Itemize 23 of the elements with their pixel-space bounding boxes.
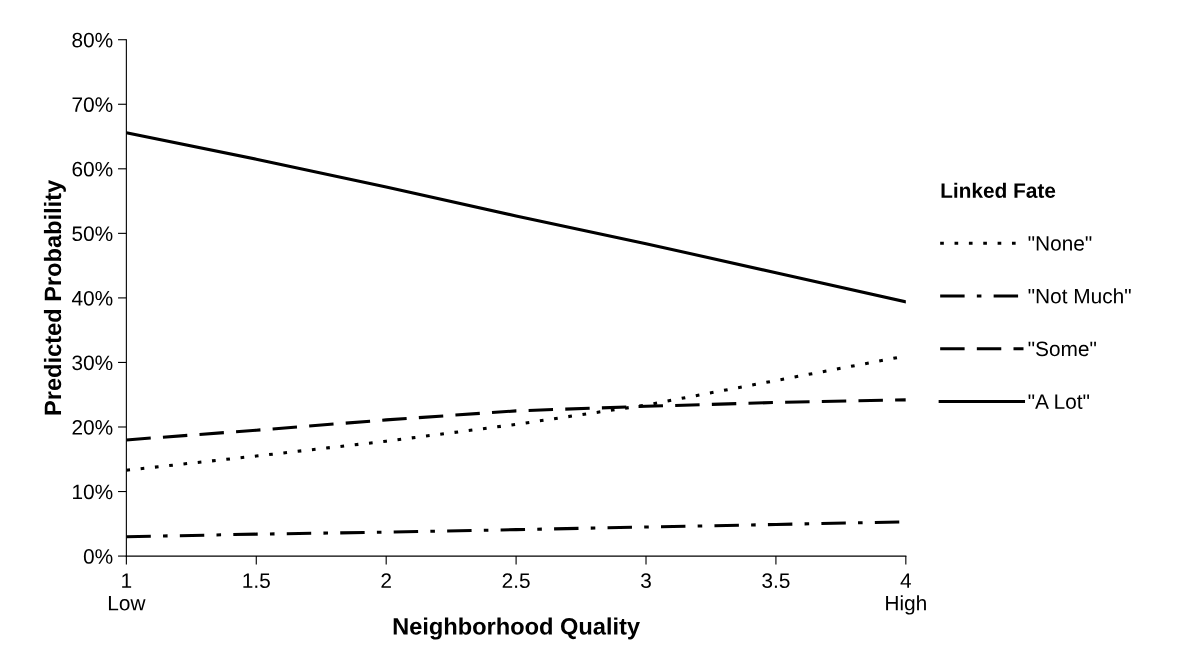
- x-tick-label: 3: [641, 573, 651, 589]
- y-tick-label: 0%: [83, 549, 113, 564]
- y-tick-label: 80%: [72, 32, 113, 48]
- legend-label: "Some": [1028, 341, 1096, 357]
- x-tick-label: 2: [381, 573, 391, 588]
- y-tick-label: 50%: [72, 226, 113, 242]
- legend-label: "A Lot": [1028, 394, 1090, 409]
- y-tick-label: 70%: [72, 97, 113, 113]
- x-tick-label: 4 High: [886, 573, 926, 615]
- y-axis-title: Predicted Probability: [43, 179, 66, 415]
- y-tick-label: 40%: [71, 290, 113, 306]
- x-tick-label: 2.5: [502, 573, 530, 589]
- y-tick-label: 20%: [72, 419, 113, 435]
- x-axis-title: Neighborhood Quality: [393, 617, 640, 640]
- y-tick-label: 10%: [73, 484, 113, 500]
- y-tick-label: 30%: [72, 355, 113, 371]
- legend-label: "None": [1028, 236, 1092, 251]
- x-tick-label: 1.5: [243, 573, 270, 589]
- legend-title: Linked Fate: [941, 182, 1056, 198]
- y-tick-label: 60%: [72, 161, 113, 177]
- legend-label: "Not Much": [1028, 288, 1131, 304]
- x-tick-label: 1 Low: [108, 573, 146, 611]
- x-tick-label: 3.5: [762, 573, 790, 589]
